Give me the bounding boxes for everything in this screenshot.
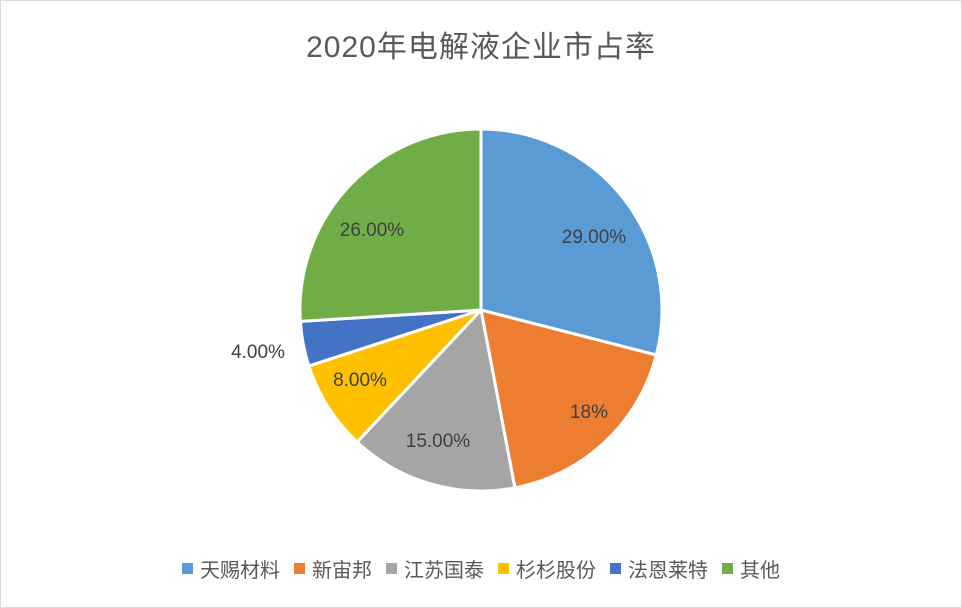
pie-slice — [354, 306, 517, 493]
legend-swatch — [722, 563, 733, 574]
data-label: 15.00% — [406, 431, 471, 452]
legend-item: 其他 — [722, 554, 780, 583]
legend-item: 天赐材料 — [182, 554, 280, 583]
legend-item: 江苏国泰 — [386, 554, 484, 583]
legend-item: 新宙邦 — [294, 554, 372, 583]
legend-label: 杉杉股份 — [516, 560, 596, 582]
legend-swatch — [498, 563, 509, 574]
data-label: 18% — [570, 402, 608, 423]
legend-swatch — [610, 563, 621, 574]
legend-label: 其他 — [740, 560, 780, 582]
legend-item: 法恩莱特 — [610, 554, 708, 583]
data-label: 26.00% — [340, 220, 405, 241]
data-label: 29.00% — [562, 227, 627, 248]
chart-legend: 天赐材料 新宙邦 江苏国泰 杉杉股份 法恩莱特 其他 — [0, 554, 962, 583]
chart-title: 2020年电解液企业市占率 — [306, 31, 656, 64]
pie-slices — [298, 127, 664, 493]
data-labels: 29.00% 18% 15.00% 8.00% 4.00% 26.00% — [231, 220, 626, 452]
legend-label: 新宙邦 — [312, 560, 372, 582]
legend-swatch — [294, 563, 305, 574]
pie-slice — [298, 127, 483, 323]
legend-label: 天赐材料 — [200, 560, 280, 582]
legend-swatch — [386, 563, 397, 574]
data-label: 4.00% — [231, 342, 285, 363]
pie-slice — [306, 308, 483, 445]
data-label: 8.00% — [333, 370, 387, 391]
legend-label: 法恩莱特 — [628, 560, 708, 582]
legend-item: 杉杉股份 — [498, 554, 596, 583]
legend-label: 江苏国泰 — [404, 560, 484, 582]
legend-swatch — [182, 563, 193, 574]
pie-slice — [479, 307, 659, 490]
pie-slice — [479, 127, 664, 357]
